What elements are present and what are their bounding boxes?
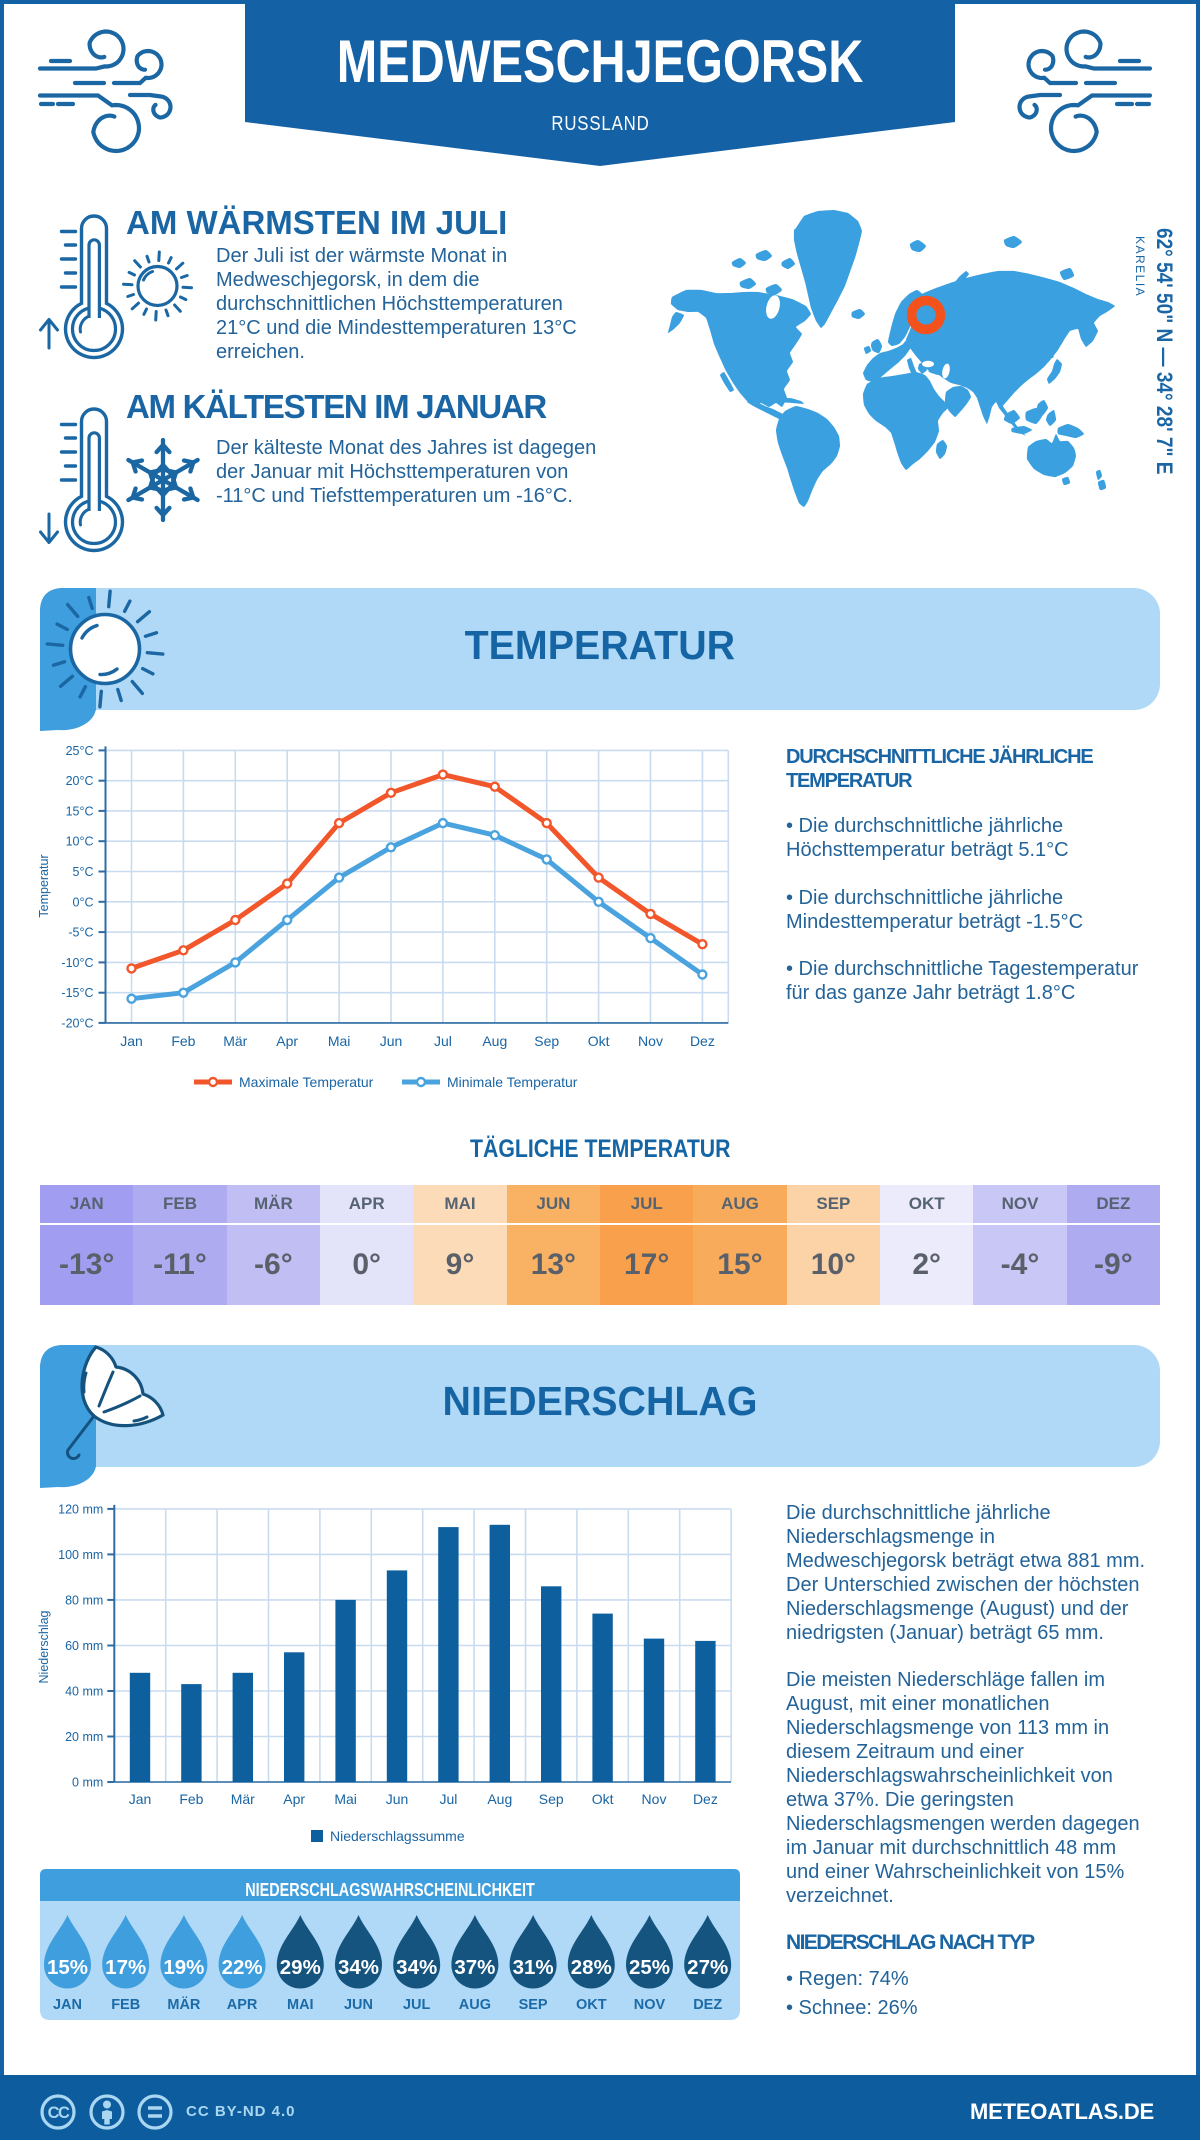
svg-text:Jun: Jun [380, 1033, 403, 1049]
svg-text:Dez: Dez [690, 1033, 715, 1049]
svg-text:Aug: Aug [482, 1033, 507, 1049]
svg-text:27%: 27% [687, 1956, 728, 1979]
svg-text:Niederschlagssumme: Niederschlagssumme [330, 1828, 465, 1844]
svg-text:20 mm: 20 mm [65, 1730, 103, 1744]
svg-text:Nov: Nov [638, 1033, 663, 1049]
svg-text:10°C: 10°C [66, 835, 94, 849]
svg-text:FEB: FEB [111, 1997, 140, 2013]
svg-text:Apr: Apr [283, 1791, 305, 1807]
svg-text:Jul: Jul [434, 1033, 452, 1049]
svg-text:25°C: 25°C [66, 744, 94, 758]
svg-text:-20°C: -20°C [61, 1016, 93, 1030]
svg-text:120 mm: 120 mm [58, 1502, 103, 1516]
svg-text:Okt: Okt [588, 1033, 610, 1049]
svg-text:Jan: Jan [129, 1791, 152, 1807]
svg-text:Niederschlag: Niederschlag [37, 1610, 51, 1683]
svg-text:APR: APR [227, 1997, 258, 2013]
svg-text:Okt: Okt [592, 1791, 614, 1807]
svg-text:-5°C: -5°C [68, 926, 93, 940]
svg-text:JUL: JUL [403, 1997, 431, 2013]
svg-text:Minimale Temperatur: Minimale Temperatur [447, 1074, 578, 1090]
svg-text:Mai: Mai [328, 1033, 351, 1049]
svg-text:Maximale Temperatur: Maximale Temperatur [239, 1074, 374, 1090]
svg-text:40 mm: 40 mm [65, 1685, 103, 1699]
svg-text:20°C: 20°C [66, 774, 94, 788]
svg-text:NOV: NOV [634, 1997, 666, 2013]
svg-text:Jan: Jan [120, 1033, 143, 1049]
svg-text:28%: 28% [571, 1956, 612, 1979]
svg-text:29%: 29% [280, 1956, 321, 1979]
svg-text:Mär: Mär [223, 1033, 247, 1049]
svg-text:-15°C: -15°C [61, 986, 93, 1000]
svg-text:22%: 22% [222, 1956, 263, 1979]
svg-text:31%: 31% [513, 1956, 554, 1979]
svg-text:37%: 37% [454, 1956, 495, 1979]
svg-text:Apr: Apr [276, 1033, 298, 1049]
svg-text:0 mm: 0 mm [72, 1776, 103, 1790]
svg-text:Mär: Mär [231, 1791, 255, 1807]
svg-text:15°C: 15°C [66, 804, 94, 818]
svg-text:80 mm: 80 mm [65, 1593, 103, 1607]
svg-text:JUN: JUN [344, 1997, 373, 2013]
svg-text:Feb: Feb [179, 1791, 203, 1807]
svg-text:0°C: 0°C [73, 895, 94, 909]
svg-text:Jul: Jul [439, 1791, 457, 1807]
svg-text:OKT: OKT [576, 1997, 607, 2013]
svg-text:Temperatur: Temperatur [37, 854, 51, 917]
svg-text:SEP: SEP [519, 1997, 548, 2013]
svg-text:34%: 34% [338, 1956, 379, 1979]
svg-text:Sep: Sep [534, 1033, 559, 1049]
svg-text:Dez: Dez [693, 1791, 718, 1807]
svg-text:34%: 34% [396, 1956, 437, 1979]
svg-text:25%: 25% [629, 1956, 670, 1979]
svg-text:MÄR: MÄR [167, 1996, 201, 2013]
svg-text:5°C: 5°C [73, 865, 94, 879]
svg-text:Nov: Nov [642, 1791, 667, 1807]
svg-text:DEZ: DEZ [693, 1997, 722, 2013]
svg-text:100 mm: 100 mm [58, 1548, 103, 1562]
svg-text:60 mm: 60 mm [65, 1639, 103, 1653]
svg-text:Sep: Sep [539, 1791, 564, 1807]
svg-text:Feb: Feb [171, 1033, 195, 1049]
svg-text:JAN: JAN [53, 1997, 82, 2013]
svg-text:MAI: MAI [287, 1997, 314, 2013]
svg-text:Mai: Mai [334, 1791, 357, 1807]
svg-text:Aug: Aug [487, 1791, 512, 1807]
svg-text:15%: 15% [47, 1956, 88, 1979]
svg-text:-10°C: -10°C [61, 956, 93, 970]
svg-text:AUG: AUG [459, 1997, 491, 2013]
svg-text:17%: 17% [105, 1956, 146, 1979]
svg-text:Jun: Jun [386, 1791, 409, 1807]
svg-text:CC: CC [48, 2104, 70, 2122]
svg-text:19%: 19% [163, 1956, 204, 1979]
